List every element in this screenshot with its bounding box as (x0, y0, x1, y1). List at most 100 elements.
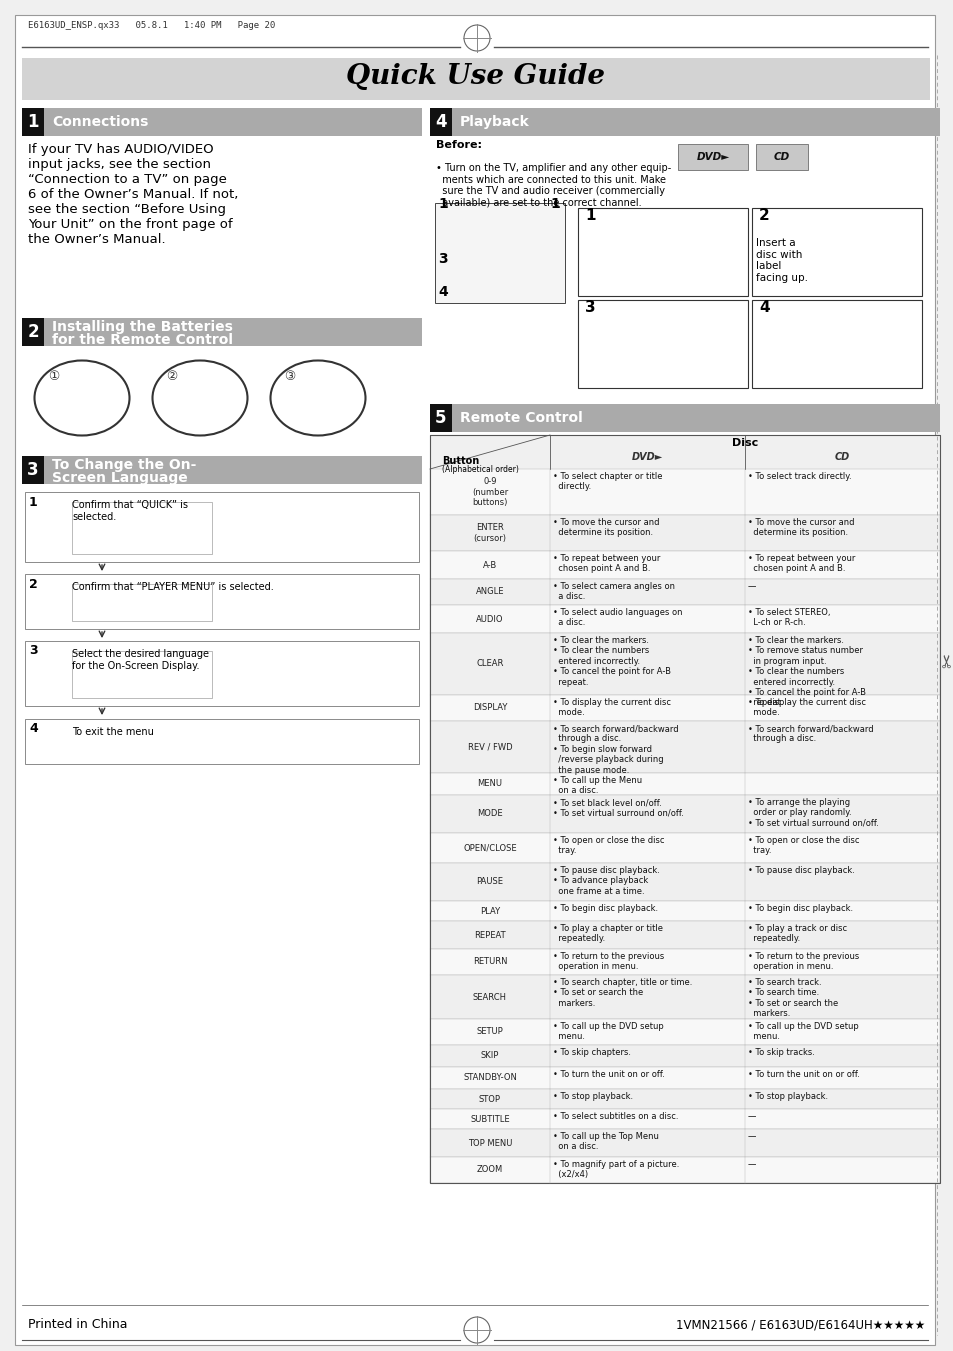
Bar (430, 634, 939, 694)
Text: • To call up the Menu
  on a disc.: • To call up the Menu on a disc. (553, 775, 641, 796)
Text: • To magnify part of a picture.
  (x2/x4): • To magnify part of a picture. (x2/x4) (553, 1161, 679, 1179)
Bar (430, 773, 939, 794)
Text: • To search track.
• To search time.
• To set or search the
  markers.: • To search track. • To search time. • T… (747, 978, 838, 1019)
Text: MODE: MODE (476, 809, 502, 819)
Text: 1VMN21566 / E6163UD/E6164UH★★★★★: 1VMN21566 / E6163UD/E6164UH★★★★★ (675, 1319, 924, 1332)
Text: • To pause disc playback.: • To pause disc playback. (747, 866, 854, 875)
Text: Remote Control: Remote Control (459, 411, 582, 426)
Text: 3: 3 (437, 253, 447, 266)
Bar (430, 108, 452, 136)
Bar (578, 300, 747, 388)
Bar (430, 721, 939, 773)
Bar (22, 317, 421, 346)
Text: • To search forward/backward
  through a disc.
• To begin slow forward
  /revers: • To search forward/backward through a d… (553, 724, 678, 774)
Text: • To move the cursor and
  determine its position.: • To move the cursor and determine its p… (747, 517, 854, 538)
Bar (430, 863, 939, 901)
Text: AUDIO: AUDIO (476, 615, 503, 624)
Text: SEARCH: SEARCH (473, 993, 506, 1001)
Text: • To begin disc playback.: • To begin disc playback. (747, 904, 852, 913)
Bar (430, 794, 939, 834)
Text: MENU: MENU (477, 780, 502, 789)
Text: • To select chapter or title
  directly.: • To select chapter or title directly. (553, 471, 661, 492)
Bar (22, 58, 929, 100)
Bar (430, 1089, 939, 1109)
Text: ENTER
(cursor): ENTER (cursor) (473, 523, 506, 543)
Text: • To select subtitles on a disc.: • To select subtitles on a disc. (553, 1112, 678, 1121)
Text: Installing the Batteries: Installing the Batteries (52, 320, 233, 334)
Text: CLEAR: CLEAR (476, 659, 503, 669)
Bar (430, 580, 939, 605)
Text: E6163UD_ENSP.qx33   05.8.1   1:40 PM   Page 20: E6163UD_ENSP.qx33 05.8.1 1:40 PM Page 20 (28, 22, 275, 30)
Text: see the section “Before Using: see the section “Before Using (28, 203, 226, 216)
Text: • Turn on the TV, amplifier and any other equip-
  ments which are connected to : • Turn on the TV, amplifier and any othe… (436, 163, 671, 208)
Text: ③: ③ (284, 370, 295, 382)
Bar (430, 404, 939, 432)
Bar (678, 145, 747, 170)
Bar (430, 1109, 939, 1129)
Text: 4: 4 (437, 285, 447, 299)
Bar (430, 435, 939, 1183)
Text: 1: 1 (550, 197, 559, 211)
Text: —: — (747, 582, 756, 590)
Text: • To display the current disc
  mode.: • To display the current disc mode. (553, 698, 670, 717)
Text: • To select camera angles on
  a disc.: • To select camera angles on a disc. (553, 582, 675, 601)
Text: REPEAT: REPEAT (474, 931, 505, 939)
Text: • To call up the DVD setup
  menu.: • To call up the DVD setup menu. (553, 1021, 663, 1042)
Text: 1: 1 (28, 113, 39, 131)
Text: • To pause disc playback.
• To advance playback
  one frame at a time.: • To pause disc playback. • To advance p… (553, 866, 659, 896)
Text: STANDBY-ON: STANDBY-ON (462, 1074, 517, 1082)
Text: • To play a chapter or title
  repeatedly.: • To play a chapter or title repeatedly. (553, 924, 662, 943)
Bar (430, 975, 939, 1019)
Bar (25, 574, 418, 630)
Text: CD: CD (773, 153, 789, 162)
Text: STOP: STOP (478, 1094, 500, 1104)
Bar (430, 469, 939, 515)
Text: Playback: Playback (459, 115, 529, 128)
Text: Confirm that “PLAYER MENU” is selected.: Confirm that “PLAYER MENU” is selected. (71, 582, 274, 592)
Bar (435, 203, 564, 303)
Text: • To turn the unit on or off.: • To turn the unit on or off. (553, 1070, 664, 1079)
Bar (430, 551, 939, 580)
Bar (71, 651, 212, 698)
Text: PAUSE: PAUSE (476, 878, 503, 886)
Text: SETUP: SETUP (476, 1028, 503, 1036)
Bar (430, 948, 939, 975)
Bar (430, 108, 939, 136)
Text: • To set black level on/off.
• To set virtual surround on/off.: • To set black level on/off. • To set vi… (553, 798, 683, 817)
Text: • To open or close the disc
  tray.: • To open or close the disc tray. (553, 836, 664, 855)
Text: • To repeat between your
  chosen point A and B.: • To repeat between your chosen point A … (747, 554, 855, 573)
Text: TOP MENU: TOP MENU (467, 1139, 512, 1147)
Bar (430, 694, 939, 721)
Text: • To return to the previous
  operation in menu.: • To return to the previous operation in… (747, 952, 859, 971)
Bar (22, 457, 421, 484)
Bar (430, 901, 939, 921)
Text: 5: 5 (435, 409, 446, 427)
Text: • To stop playback.: • To stop playback. (553, 1092, 633, 1101)
Text: • To display the current disc
  mode.: • To display the current disc mode. (747, 698, 865, 717)
Text: • To begin disc playback.: • To begin disc playback. (553, 904, 658, 913)
Text: • To return to the previous
  operation in menu.: • To return to the previous operation in… (553, 952, 663, 971)
Text: • To clear the markers.
• To clear the numbers
  entered incorrectly.
• To cance: • To clear the markers. • To clear the n… (553, 636, 670, 686)
Text: Screen Language: Screen Language (52, 471, 188, 485)
Text: “Connection to a TV” on page: “Connection to a TV” on page (28, 173, 227, 186)
Bar (25, 492, 418, 562)
Text: 1: 1 (437, 197, 447, 211)
Text: REV / FWD: REV / FWD (467, 743, 512, 751)
Bar (430, 1046, 939, 1067)
Text: 3: 3 (27, 461, 39, 480)
Bar (430, 515, 939, 551)
Bar (22, 317, 44, 346)
Text: • To clear the markers.
• To remove status number
  in program input.
• To clear: • To clear the markers. • To remove stat… (747, 636, 865, 708)
Text: To Change the On-: To Change the On- (52, 458, 196, 471)
Text: • To search chapter, title or time.
• To set or search the
  markers.: • To search chapter, title or time. • To… (553, 978, 692, 1008)
Text: Your Unit” on the front page of: Your Unit” on the front page of (28, 218, 233, 231)
Text: ANGLE: ANGLE (476, 588, 504, 597)
Bar (430, 1019, 939, 1046)
Text: • To select STEREO,
  L-ch or R-ch.: • To select STEREO, L-ch or R-ch. (747, 608, 830, 627)
Text: Quick Use Guide: Quick Use Guide (346, 62, 605, 89)
Text: —: — (747, 1132, 756, 1142)
Text: SUBTITLE: SUBTITLE (470, 1115, 509, 1124)
Text: ①: ① (49, 370, 59, 382)
Text: 2: 2 (27, 323, 39, 340)
Bar (751, 300, 921, 388)
